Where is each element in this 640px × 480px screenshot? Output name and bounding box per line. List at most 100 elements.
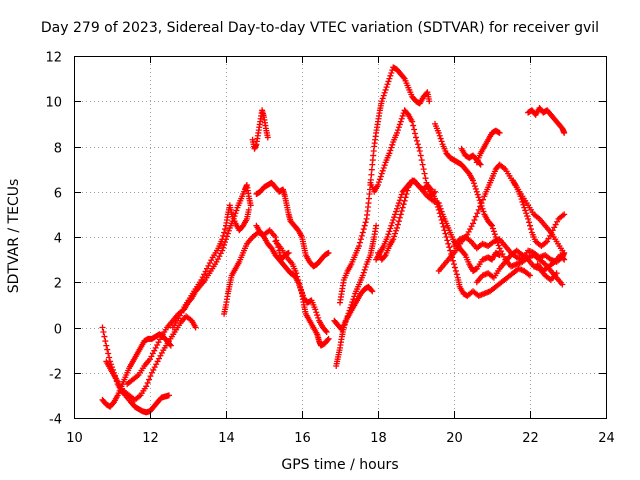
series-trace-x	[525, 105, 568, 136]
data-point	[474, 191, 481, 198]
data-point	[476, 160, 483, 167]
x-tick-label: 24	[598, 431, 615, 446]
x-tick-label: 18	[370, 431, 387, 446]
series-trace-k	[333, 222, 380, 369]
x-tick-label: 12	[142, 431, 159, 446]
data-point	[384, 81, 391, 88]
data-point	[375, 181, 381, 188]
data-point	[380, 164, 387, 171]
data-point	[383, 84, 390, 91]
data-point	[397, 211, 404, 218]
data-point	[324, 336, 331, 343]
data-point	[478, 200, 485, 207]
data-point	[491, 231, 498, 238]
data-point	[378, 98, 385, 105]
series-trace-y	[534, 252, 568, 274]
data-point	[395, 124, 402, 131]
data-point	[396, 121, 403, 128]
data-point	[553, 270, 560, 277]
data-point	[294, 273, 301, 280]
data-point	[362, 219, 369, 226]
data-point	[416, 148, 423, 155]
data-point	[474, 210, 481, 217]
data-markers	[99, 64, 568, 416]
data-point	[151, 347, 158, 354]
y-tick-label: 12	[45, 51, 62, 66]
data-point	[403, 191, 410, 198]
data-point	[472, 185, 479, 192]
data-point	[480, 208, 487, 215]
data-point	[561, 256, 568, 263]
data-point	[401, 197, 408, 204]
x-tick-label: 20	[446, 431, 463, 446]
data-point	[166, 392, 172, 399]
data-point	[387, 147, 394, 154]
data-point	[444, 237, 451, 244]
data-point	[432, 195, 438, 202]
data-point	[391, 214, 398, 221]
data-point	[394, 205, 400, 212]
data-point	[361, 266, 368, 273]
data-point	[545, 235, 552, 242]
data-point	[312, 306, 319, 313]
data-point	[394, 221, 401, 228]
data-point	[410, 122, 417, 129]
data-point	[387, 72, 394, 79]
data-point	[214, 256, 221, 263]
data-point	[395, 200, 402, 207]
data-point	[446, 244, 453, 251]
data-point	[524, 213, 531, 220]
data-point	[560, 255, 567, 262]
data-point	[357, 236, 364, 243]
data-point	[381, 162, 388, 169]
data-point	[396, 214, 403, 221]
data-point	[517, 193, 524, 200]
data-point	[418, 157, 425, 164]
data-point	[489, 225, 496, 232]
data-point	[225, 227, 232, 234]
data-point	[404, 187, 411, 194]
chart-title: Day 279 of 2023, Sidereal Day-to-day VTE…	[40, 20, 600, 36]
data-point	[144, 379, 151, 386]
data-point	[359, 272, 366, 279]
data-point	[143, 383, 150, 390]
data-point	[441, 227, 448, 234]
series-trace-s	[458, 145, 484, 168]
data-point	[247, 202, 254, 209]
data-point	[297, 283, 304, 290]
data-point	[102, 338, 109, 345]
series-trace-e	[169, 202, 252, 331]
y-tick-labels: -4 -2 0 2 4 6 8 10 12	[45, 51, 62, 428]
data-point	[359, 229, 366, 236]
data-point	[552, 221, 559, 228]
data-point	[451, 261, 457, 268]
data-point	[386, 150, 393, 157]
data-point	[435, 206, 442, 213]
data-point	[385, 78, 392, 85]
data-point	[522, 207, 529, 214]
data-point	[386, 228, 393, 235]
data-point	[388, 222, 395, 229]
data-point	[470, 177, 476, 184]
data-point	[361, 222, 368, 229]
data-point	[414, 141, 421, 148]
data-point	[523, 210, 530, 217]
data-point	[146, 376, 153, 383]
data-point	[299, 289, 305, 296]
data-point	[392, 230, 399, 237]
data-point	[471, 183, 478, 190]
data-point	[313, 309, 320, 316]
data-point	[393, 208, 400, 215]
data-point	[426, 98, 433, 105]
data-point	[296, 280, 303, 287]
data-point	[394, 224, 400, 231]
data-point	[561, 129, 568, 136]
data-point	[435, 129, 442, 136]
x-tick-label: 10	[66, 431, 83, 446]
data-point	[439, 220, 446, 227]
data-point	[152, 344, 159, 351]
data-point	[452, 267, 459, 274]
series-trace-d	[124, 181, 254, 388]
data-point	[440, 223, 447, 230]
data-point	[496, 245, 503, 252]
